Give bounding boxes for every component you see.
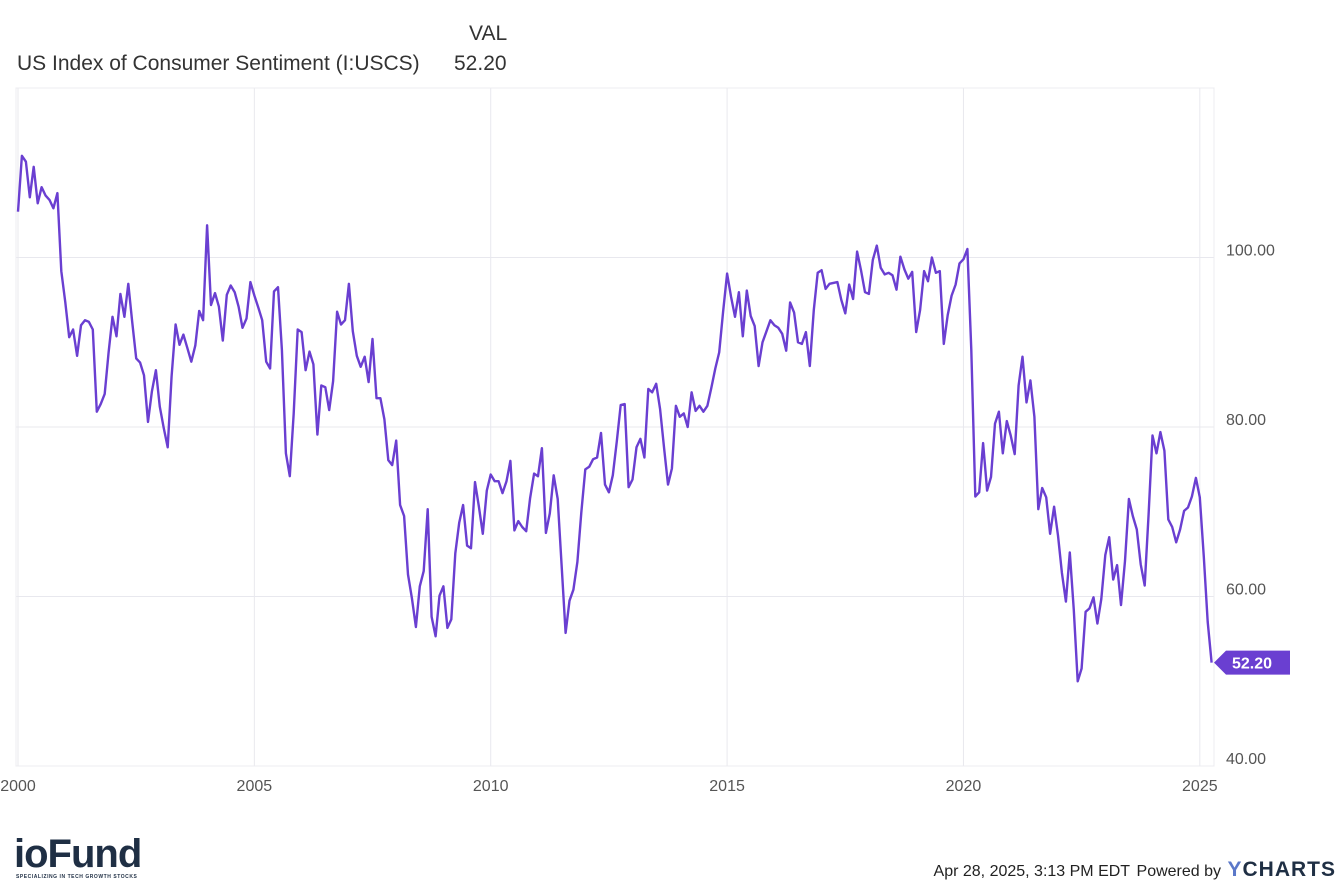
x-tick-label: 2020 <box>946 778 982 795</box>
plot-frame <box>15 87 1215 767</box>
last-value-badge: 52.20 <box>1214 650 1290 675</box>
x-tick-label: 2025 <box>1182 778 1218 795</box>
y-axis-labels: 40.00 60.00 80.00 100.00 <box>1226 243 1275 769</box>
chart-legend: VAL US Index of Consumer Sentiment (I:US… <box>0 0 520 80</box>
x-tick-label: 2005 <box>237 778 273 795</box>
logo-tagline: SPECIALIZING IN TECH GROWTH STOCKS <box>16 874 138 880</box>
last-value-badge-shape <box>1214 650 1290 675</box>
plot-border <box>15 87 1215 767</box>
x-tick-label: 2015 <box>709 778 745 795</box>
legend-series-value: 52.20 <box>454 52 507 75</box>
last-value-label: 52.20 <box>1232 656 1272 673</box>
y-tick-label: 100.00 <box>1226 243 1275 260</box>
y-tick-label: 60.00 <box>1226 582 1266 599</box>
y-gridlines <box>16 257 1214 597</box>
logo-text: ioFund <box>14 832 142 876</box>
iofund-logo: ioFund SPECIALIZING IN TECH GROWTH STOCK… <box>14 832 174 884</box>
ycharts-logo[interactable]: YCHARTS <box>1227 858 1336 881</box>
y-tick-label: 80.00 <box>1226 412 1266 429</box>
y-tick-label: 40.00 <box>1226 751 1266 768</box>
timestamp: Apr 28, 2025, 3:13 PM EDT <box>933 863 1131 880</box>
x-tick-label: 2000 <box>0 778 36 795</box>
x-axis-labels: 2000 2005 2010 2015 2020 2025 <box>0 778 1218 795</box>
footer-attribution: Apr 28, 2025, 3:13 PM EDT Powered by YCH… <box>934 858 1336 884</box>
legend-value-header: VAL <box>469 22 508 45</box>
series-layer <box>16 154 1213 683</box>
ycharts-logo-rest: CHARTS <box>1242 858 1336 881</box>
ycharts-logo-y: Y <box>1227 858 1243 881</box>
x-tick-label: 2010 <box>473 778 509 795</box>
legend-series-name[interactable]: US Index of Consumer Sentiment (I:USCS) <box>17 52 420 75</box>
series-line <box>16 154 1213 683</box>
powered-by-text: Powered by <box>1136 863 1222 880</box>
